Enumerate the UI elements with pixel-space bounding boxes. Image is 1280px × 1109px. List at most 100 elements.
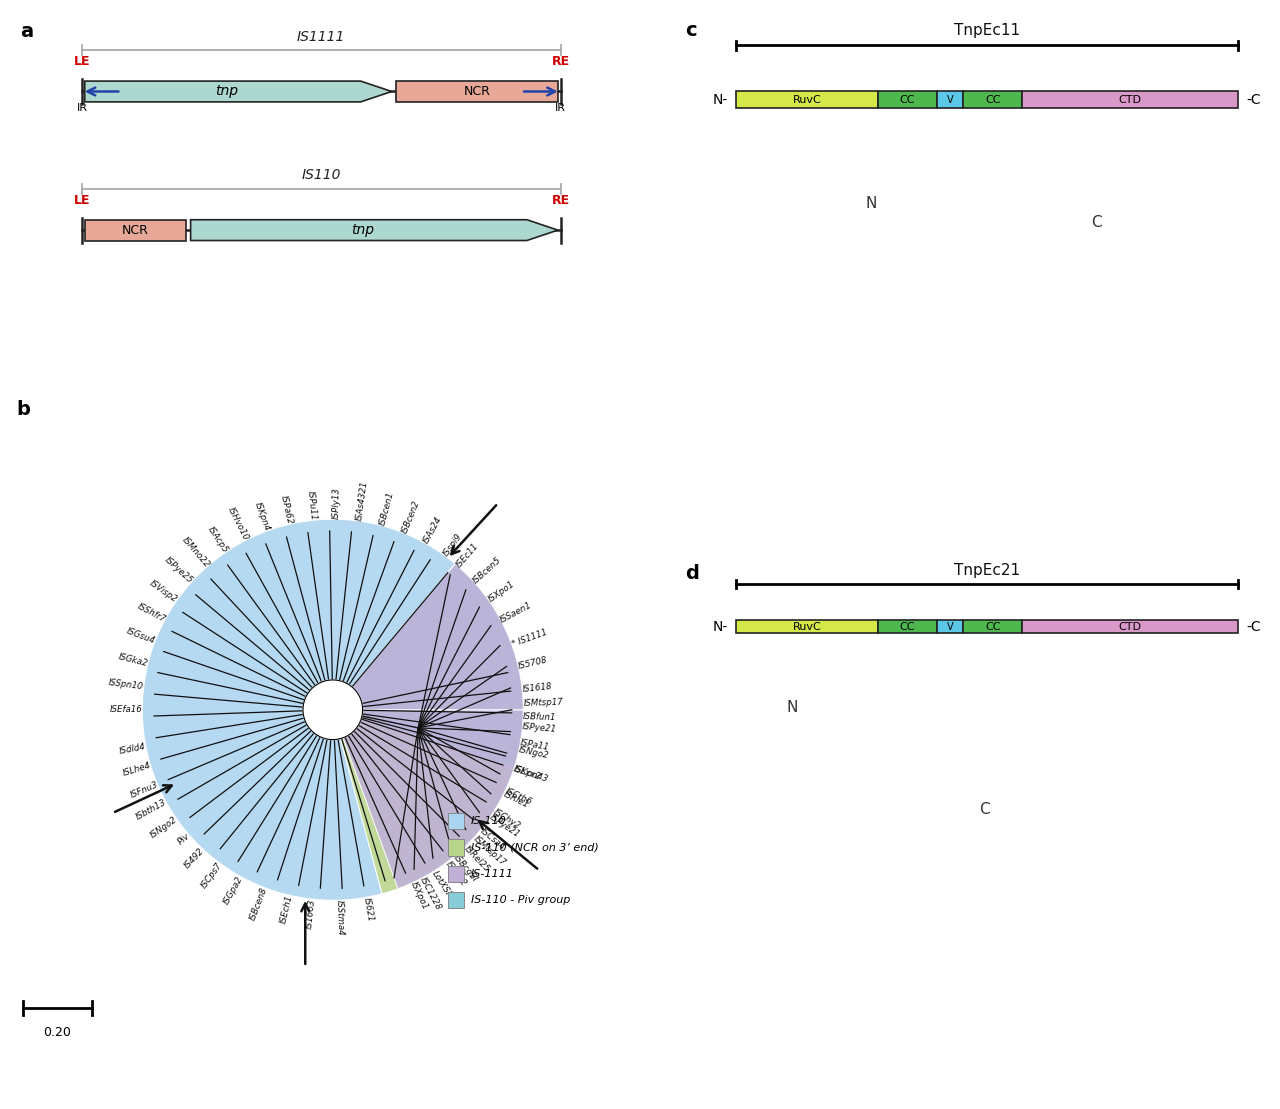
Text: N: N <box>865 196 877 212</box>
Text: ISLxx2: ISLxx2 <box>512 764 543 782</box>
Text: LE: LE <box>74 55 90 68</box>
Text: ISShfr7: ISShfr7 <box>136 602 166 624</box>
Text: IS‑110 (NCR on 3’ end): IS‑110 (NCR on 3’ end) <box>471 843 598 853</box>
Text: V: V <box>947 621 954 632</box>
Text: RuvC: RuvC <box>792 621 822 632</box>
FancyBboxPatch shape <box>397 81 558 102</box>
Text: N: N <box>787 700 799 715</box>
Polygon shape <box>303 680 362 740</box>
Text: tnp: tnp <box>215 84 238 99</box>
Text: ISVisp2: ISVisp2 <box>148 579 179 604</box>
Text: a: a <box>20 22 33 41</box>
Text: ISSpn10: ISSpn10 <box>109 678 145 691</box>
Text: N-: N- <box>713 93 728 106</box>
FancyBboxPatch shape <box>878 620 937 633</box>
Text: ISXpo1: ISXpo1 <box>410 881 430 912</box>
Text: c: c <box>686 21 698 40</box>
Wedge shape <box>333 710 515 894</box>
Text: ISRel25: ISRel25 <box>462 844 492 874</box>
Bar <box>448 866 463 882</box>
FancyBboxPatch shape <box>1023 91 1238 109</box>
FancyBboxPatch shape <box>964 91 1023 109</box>
Text: ISStma4: ISStma4 <box>335 901 346 936</box>
Text: tnp: tnp <box>352 223 375 237</box>
Text: 0.20: 0.20 <box>44 1027 72 1039</box>
Text: ISCth6: ISCth6 <box>503 786 532 806</box>
Text: IS‑110: IS‑110 <box>471 816 507 826</box>
Text: ISHvo10: ISHvo10 <box>227 506 251 542</box>
FancyBboxPatch shape <box>964 620 1023 633</box>
Text: ISFnu3: ISFnu3 <box>128 780 159 800</box>
Text: IR: IR <box>556 103 566 113</box>
Text: N-: N- <box>713 620 728 633</box>
FancyBboxPatch shape <box>937 620 964 633</box>
Text: V: V <box>947 94 954 105</box>
Text: ISSaen1: ISSaen1 <box>499 600 534 624</box>
Wedge shape <box>333 563 524 710</box>
Text: ISPye25: ISPye25 <box>163 556 195 586</box>
Text: ISKpn43: ISKpn43 <box>512 764 549 784</box>
Text: ISCps7: ISCps7 <box>200 862 224 891</box>
Text: ISBcen5: ISBcen5 <box>471 556 503 586</box>
Text: b: b <box>17 400 29 419</box>
Text: -C: -C <box>1245 93 1261 106</box>
Text: ISBcgSI: ISBcgSI <box>452 853 479 883</box>
Text: LotXSI: LotXSI <box>430 869 452 897</box>
Text: ISBfun1: ISBfun1 <box>524 712 557 722</box>
Text: ISMtsp17: ISMtsp17 <box>524 698 563 708</box>
Text: ISBcen8: ISBcen8 <box>248 886 269 922</box>
Text: IS‑110 - Piv group: IS‑110 - Piv group <box>471 895 570 905</box>
Text: ISBcen2: ISBcen2 <box>399 499 421 535</box>
Text: TnpEc21: TnpEc21 <box>954 563 1020 579</box>
Text: IS1663: IS1663 <box>305 898 317 929</box>
Text: d: d <box>686 564 699 583</box>
Text: RE: RE <box>552 194 570 206</box>
Text: ISEfa16: ISEfa16 <box>110 705 142 714</box>
Text: ISspi9: ISspi9 <box>442 532 463 558</box>
Text: IS‑1111: IS‑1111 <box>471 868 513 878</box>
Text: IS492: IS492 <box>183 846 206 871</box>
Text: ISPye21: ISPye21 <box>488 813 522 840</box>
Text: ISdld4: ISdld4 <box>119 742 147 755</box>
Text: ISNgo2: ISNgo2 <box>148 815 179 841</box>
Text: C: C <box>979 803 989 817</box>
Text: ISGpa2: ISGpa2 <box>221 874 244 906</box>
Text: Piv: Piv <box>177 832 192 846</box>
Text: RE: RE <box>552 55 570 68</box>
Polygon shape <box>84 81 392 102</box>
Text: ISAs24: ISAs24 <box>421 516 443 546</box>
Text: ISMtsp17: ISMtsp17 <box>471 834 507 867</box>
Text: ISEch1: ISEch1 <box>279 894 294 925</box>
Wedge shape <box>142 519 456 901</box>
Text: IS5708: IS5708 <box>517 655 549 671</box>
Text: CTD: CTD <box>1119 94 1142 105</box>
Text: ISGsu4: ISGsu4 <box>125 627 156 645</box>
Text: ISPa62: ISPa62 <box>279 495 294 526</box>
FancyBboxPatch shape <box>937 91 964 109</box>
Bar <box>448 813 463 830</box>
Text: NCR: NCR <box>122 224 148 236</box>
Wedge shape <box>333 710 524 888</box>
Text: C: C <box>1092 215 1102 231</box>
FancyBboxPatch shape <box>736 91 878 109</box>
Text: TnpEc11: TnpEc11 <box>954 23 1020 39</box>
Text: ISKpn4: ISKpn4 <box>253 501 271 532</box>
Bar <box>448 893 463 908</box>
Text: ISPye21: ISPye21 <box>522 722 558 734</box>
Text: NCR: NCR <box>463 85 490 98</box>
Text: ISMno22: ISMno22 <box>180 535 211 569</box>
Text: ISAs4321: ISAs4321 <box>355 480 370 521</box>
Wedge shape <box>333 710 524 769</box>
Text: CC: CC <box>986 94 1001 105</box>
Text: ISPu11: ISPu11 <box>306 490 317 521</box>
Text: ISNgo2: ISNgo2 <box>518 745 550 760</box>
Text: ISbth13: ISbth13 <box>134 798 169 822</box>
Text: ISRle1: ISRle1 <box>502 790 530 810</box>
Text: CC: CC <box>900 94 915 105</box>
Text: ISChy2: ISChy2 <box>492 807 522 831</box>
FancyBboxPatch shape <box>878 91 937 109</box>
Text: ISPa11: ISPa11 <box>520 739 550 752</box>
Text: IS1618: IS1618 <box>522 682 553 694</box>
Text: ISEc11: ISEc11 <box>454 541 480 569</box>
Text: ISLhe4: ISLhe4 <box>122 761 152 779</box>
